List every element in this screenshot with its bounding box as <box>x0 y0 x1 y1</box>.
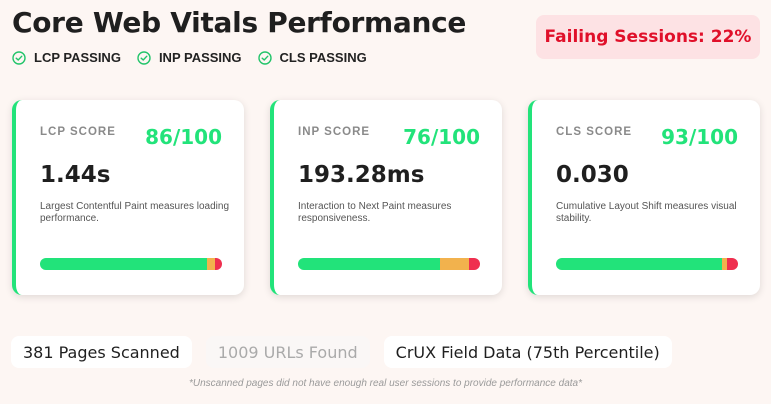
bar-segment-needs-improvement <box>721 258 728 270</box>
cls-score-card: CLS SCORE 93/100 0.030 Cumulative Layout… <box>528 100 760 295</box>
status-lcp-label: LCP PASSING <box>34 50 121 65</box>
card-description: Largest Contentful Paint measures loadin… <box>40 201 230 224</box>
card-score: 76/100 <box>403 125 480 149</box>
bar-segment-poor <box>469 258 480 270</box>
card-label: CLS SCORE <box>556 126 633 138</box>
summary-chips: 381 Pages Scanned 1009 URLs Found CrUX F… <box>11 336 672 368</box>
status-inp: INP PASSING <box>137 50 242 65</box>
bar-segment-needs-improvement <box>207 258 215 270</box>
check-circle-icon <box>12 50 26 65</box>
bar-segment-good <box>298 258 440 270</box>
bar-segment-good <box>40 258 208 270</box>
lcp-score-card: LCP SCORE 86/100 1.44s Largest Contentfu… <box>12 100 244 295</box>
bar-segment-needs-improvement <box>439 258 470 270</box>
card-score: 93/100 <box>661 125 738 149</box>
status-cls: CLS PASSING <box>257 50 367 65</box>
inp-score-card: INP SCORE 76/100 193.28ms Interaction to… <box>270 100 502 295</box>
footnote: *Unscanned pages did not have enough rea… <box>188 378 583 389</box>
card-value: 1.44s <box>40 162 111 188</box>
distribution-bar <box>556 258 738 270</box>
page-title: Core Web Vitals Performance <box>12 6 467 39</box>
distribution-bar <box>40 258 222 270</box>
card-label: LCP SCORE <box>40 126 116 138</box>
status-lcp: LCP PASSING <box>12 50 121 65</box>
card-description: Cumulative Layout Shift measures visual … <box>556 201 737 224</box>
pages-scanned-chip: 381 Pages Scanned <box>11 336 192 368</box>
urls-found-chip: 1009 URLs Found <box>205 336 370 368</box>
card-value: 0.030 <box>556 162 629 188</box>
bar-segment-poor <box>214 258 222 270</box>
distribution-bar <box>298 258 480 270</box>
card-description: Interaction to Next Paint measures respo… <box>298 201 452 224</box>
bar-segment-good <box>556 258 722 270</box>
card-value: 193.28ms <box>298 162 425 188</box>
card-score: 86/100 <box>145 125 222 149</box>
status-row: LCP PASSING INP PASSING CLS PASSING <box>12 50 367 65</box>
check-circle-icon <box>257 50 272 65</box>
bar-segment-poor <box>727 258 738 270</box>
status-inp-label: INP PASSING <box>158 50 242 65</box>
check-circle-icon <box>137 50 151 65</box>
card-label: INP SCORE <box>298 126 371 138</box>
data-source-chip: CrUX Field Data (75th Percentile) <box>383 336 672 368</box>
status-cls-label: CLS PASSING <box>279 50 367 65</box>
failing-sessions-badge: Failing Sessions: 22% <box>536 15 760 59</box>
